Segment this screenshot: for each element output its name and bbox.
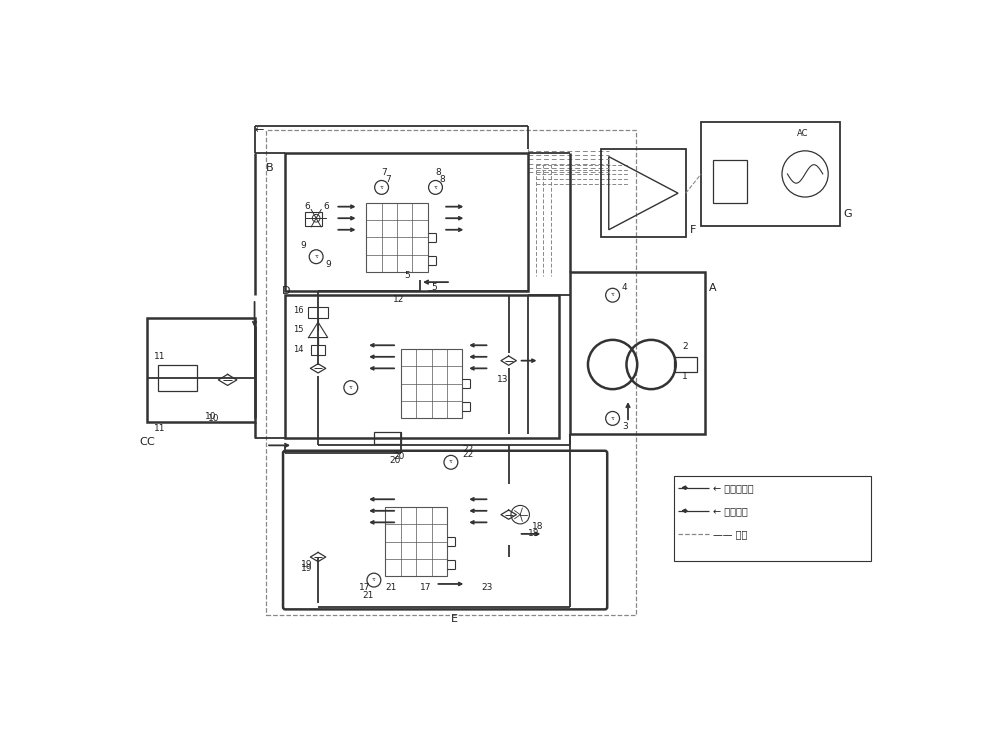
Text: τ: τ bbox=[611, 292, 615, 297]
Text: 3: 3 bbox=[622, 421, 628, 431]
Text: 11: 11 bbox=[154, 424, 166, 433]
Text: 19: 19 bbox=[301, 564, 312, 573]
Text: 15: 15 bbox=[293, 325, 304, 335]
Text: 4: 4 bbox=[622, 283, 627, 292]
Text: τ: τ bbox=[434, 184, 437, 189]
Text: 7: 7 bbox=[382, 167, 387, 176]
Text: τ: τ bbox=[314, 254, 318, 259]
Text: ← 制冷剂流程: ← 制冷剂流程 bbox=[713, 483, 753, 493]
Text: C: C bbox=[139, 437, 147, 446]
Text: D: D bbox=[282, 286, 290, 297]
Text: 1: 1 bbox=[682, 371, 688, 380]
Text: τ: τ bbox=[349, 385, 353, 390]
Text: 5: 5 bbox=[405, 272, 410, 280]
Text: F: F bbox=[690, 225, 696, 235]
Text: 9: 9 bbox=[301, 241, 307, 250]
Text: 8: 8 bbox=[439, 175, 445, 184]
Text: 5: 5 bbox=[432, 283, 437, 292]
Text: E: E bbox=[451, 614, 458, 624]
Text: 19: 19 bbox=[301, 560, 312, 569]
Text: 13: 13 bbox=[497, 375, 509, 385]
Text: 17: 17 bbox=[359, 584, 370, 592]
Text: C: C bbox=[147, 437, 155, 446]
Text: G: G bbox=[844, 209, 852, 219]
Text: 10: 10 bbox=[205, 412, 216, 421]
Text: 17: 17 bbox=[420, 584, 432, 592]
Text: 21: 21 bbox=[385, 584, 397, 592]
Text: AC: AC bbox=[797, 129, 809, 138]
Text: 20: 20 bbox=[393, 452, 405, 462]
Text: 8: 8 bbox=[436, 167, 441, 176]
Text: 18: 18 bbox=[532, 522, 543, 531]
Text: τ: τ bbox=[372, 577, 376, 582]
Text: ← 空气流程: ← 空气流程 bbox=[713, 506, 747, 516]
Text: 14: 14 bbox=[293, 344, 304, 354]
Text: ←: ← bbox=[255, 125, 264, 134]
Text: 7: 7 bbox=[385, 175, 391, 184]
Text: τ: τ bbox=[611, 415, 615, 421]
Text: 22: 22 bbox=[462, 445, 474, 454]
Text: τ: τ bbox=[449, 459, 453, 465]
Text: 6: 6 bbox=[324, 202, 330, 211]
Text: 6: 6 bbox=[305, 202, 310, 211]
Text: 10: 10 bbox=[208, 414, 220, 423]
Text: 12: 12 bbox=[393, 294, 405, 304]
Text: 18: 18 bbox=[528, 529, 539, 539]
Text: 20: 20 bbox=[389, 457, 401, 465]
Text: 22: 22 bbox=[462, 450, 474, 459]
Text: 21: 21 bbox=[362, 591, 374, 600]
Text: 23: 23 bbox=[482, 584, 493, 592]
Text: —— 电路: —— 电路 bbox=[713, 529, 747, 539]
Text: 11: 11 bbox=[154, 352, 166, 361]
Text: B: B bbox=[266, 163, 274, 173]
Text: 9: 9 bbox=[325, 260, 331, 269]
Text: 16: 16 bbox=[293, 306, 304, 315]
Text: A: A bbox=[709, 283, 716, 293]
Text: τ: τ bbox=[380, 184, 384, 189]
Text: 2: 2 bbox=[682, 342, 688, 352]
